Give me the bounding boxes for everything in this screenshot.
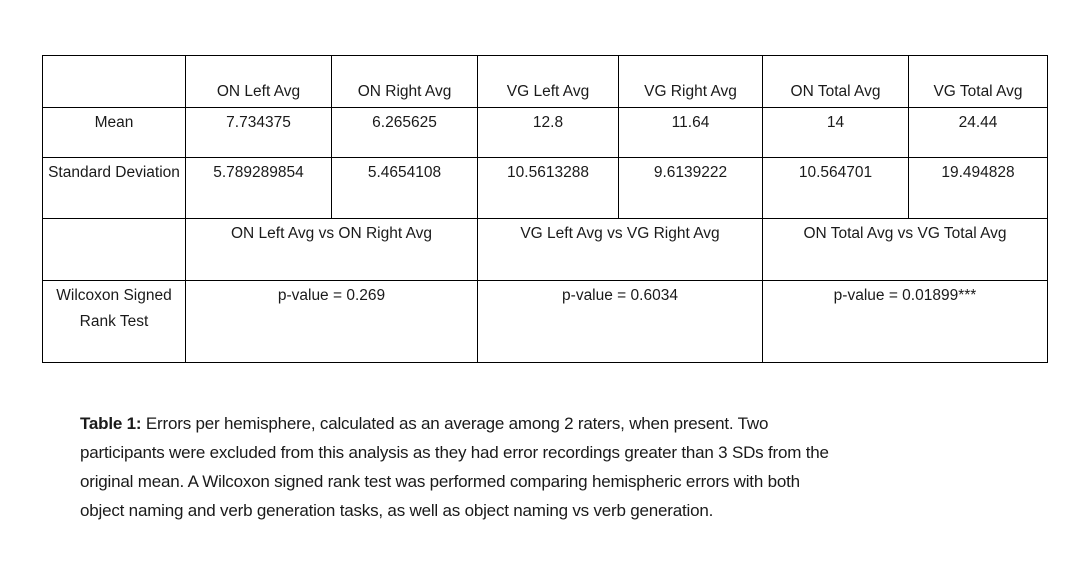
caption-line: object naming and verb generation tasks,… xyxy=(80,501,714,520)
comparison-header-row: ON Left Avg vs ON Right Avg VG Left Avg … xyxy=(42,218,1048,281)
column-header-on-left-avg: ON Left Avg xyxy=(185,55,332,108)
column-header-vg-left-avg: VG Left Avg xyxy=(477,55,619,108)
empty-corner-cell xyxy=(42,55,186,108)
table-cell: 24.44 xyxy=(908,107,1048,158)
table-cell: 10.5613288 xyxy=(477,157,619,219)
caption-line: participants were excluded from this ana… xyxy=(80,443,829,462)
caption-text: Errors per hemisphere, calculated as an … xyxy=(145,414,769,433)
table-cell: 14 xyxy=(762,107,909,158)
column-header-on-right-avg: ON Right Avg xyxy=(331,55,478,108)
table-cell: 9.6139222 xyxy=(618,157,763,219)
comparison-cell-on-total-vs-vg-total: ON Total Avg vs VG Total Avg xyxy=(762,218,1048,281)
table-row-mean: Mean 7.734375 6.265625 12.8 11.64 14 24.… xyxy=(42,107,1048,158)
table-cell: 6.265625 xyxy=(331,107,478,158)
table-cell: 10.564701 xyxy=(762,157,909,219)
p-value-cell-vg-left-vs-right: p-value = 0.6034 xyxy=(477,280,763,363)
table-cell: 5.4654108 xyxy=(331,157,478,219)
table-cell: 5.789289854 xyxy=(185,157,332,219)
wilcoxon-row: Wilcoxon Signed Rank Test p-value = 0.26… xyxy=(42,280,1048,363)
column-header-vg-total-avg: VG Total Avg xyxy=(908,55,1048,108)
caption-line: Table 1: Errors per hemisphere, calculat… xyxy=(80,409,1005,438)
table-caption: Table 1: Errors per hemisphere, calculat… xyxy=(80,409,1005,525)
comparison-cell-on-left-vs-right: ON Left Avg vs ON Right Avg xyxy=(185,218,478,281)
table-cell: 19.494828 xyxy=(908,157,1048,219)
caption-label: Table 1: xyxy=(80,414,142,433)
row-label-wilcoxon-signed-rank-test: Wilcoxon Signed Rank Test xyxy=(42,280,186,363)
stats-table: ON Left Avg ON Right Avg VG Left Avg VG … xyxy=(42,55,1048,363)
table-cell: 7.734375 xyxy=(185,107,332,158)
table-row-standard-deviation: Standard Deviation 5.789289854 5.4654108… xyxy=(42,157,1048,219)
comparison-cell-vg-left-vs-right: VG Left Avg vs VG Right Avg xyxy=(477,218,763,281)
row-label-mean: Mean xyxy=(42,107,186,158)
table-cell: 11.64 xyxy=(618,107,763,158)
empty-row-label-cell xyxy=(42,218,186,281)
row-label-standard-deviation: Standard Deviation xyxy=(42,157,186,219)
column-header-vg-right-avg: VG Right Avg xyxy=(618,55,763,108)
p-value-cell-on-total-vs-vg-total: p-value = 0.01899*** xyxy=(762,280,1048,363)
column-header-on-total-avg: ON Total Avg xyxy=(762,55,909,108)
header-row: ON Left Avg ON Right Avg VG Left Avg VG … xyxy=(42,55,1048,108)
caption-line: original mean. A Wilcoxon signed rank te… xyxy=(80,472,800,491)
table-cell: 12.8 xyxy=(477,107,619,158)
p-value-cell-on-left-vs-right: p-value = 0.269 xyxy=(185,280,478,363)
